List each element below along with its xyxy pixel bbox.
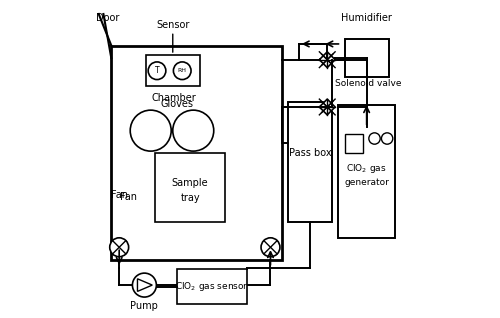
Circle shape (174, 62, 191, 80)
Text: Sensor: Sensor (156, 20, 190, 30)
Bar (146, 55, 200, 86)
Bar (156, 153, 225, 222)
Circle shape (110, 238, 128, 257)
Bar (338, 105, 395, 238)
Text: Gloves: Gloves (161, 99, 194, 108)
Bar (112, 45, 282, 260)
Circle shape (132, 273, 156, 297)
Text: Fan: Fan (120, 192, 137, 202)
Text: tray: tray (180, 193, 200, 204)
Text: Humidifier: Humidifier (341, 13, 392, 24)
Bar (178, 269, 247, 304)
Polygon shape (320, 99, 335, 115)
Bar (288, 102, 332, 222)
Bar (344, 134, 364, 153)
Circle shape (130, 110, 171, 151)
Polygon shape (320, 52, 335, 68)
Text: ClO$_2$ gas sensor: ClO$_2$ gas sensor (176, 280, 249, 293)
Circle shape (148, 62, 166, 80)
Circle shape (369, 133, 380, 144)
Circle shape (173, 110, 214, 151)
Text: Door: Door (96, 13, 119, 24)
Circle shape (382, 133, 393, 144)
Text: Fan: Fan (110, 190, 128, 200)
Text: Solenoid valve: Solenoid valve (335, 79, 402, 88)
Text: Pump: Pump (130, 301, 158, 311)
Text: generator: generator (344, 178, 389, 187)
Text: RH: RH (178, 68, 186, 73)
Polygon shape (138, 279, 152, 291)
Text: Sample: Sample (172, 178, 208, 188)
Text: T: T (154, 66, 160, 75)
Text: ClO$_2$ gas: ClO$_2$ gas (346, 162, 387, 175)
Text: Chamber: Chamber (152, 93, 196, 103)
Text: Pass box: Pass box (288, 148, 331, 158)
Bar (344, 39, 389, 77)
Circle shape (261, 238, 280, 257)
